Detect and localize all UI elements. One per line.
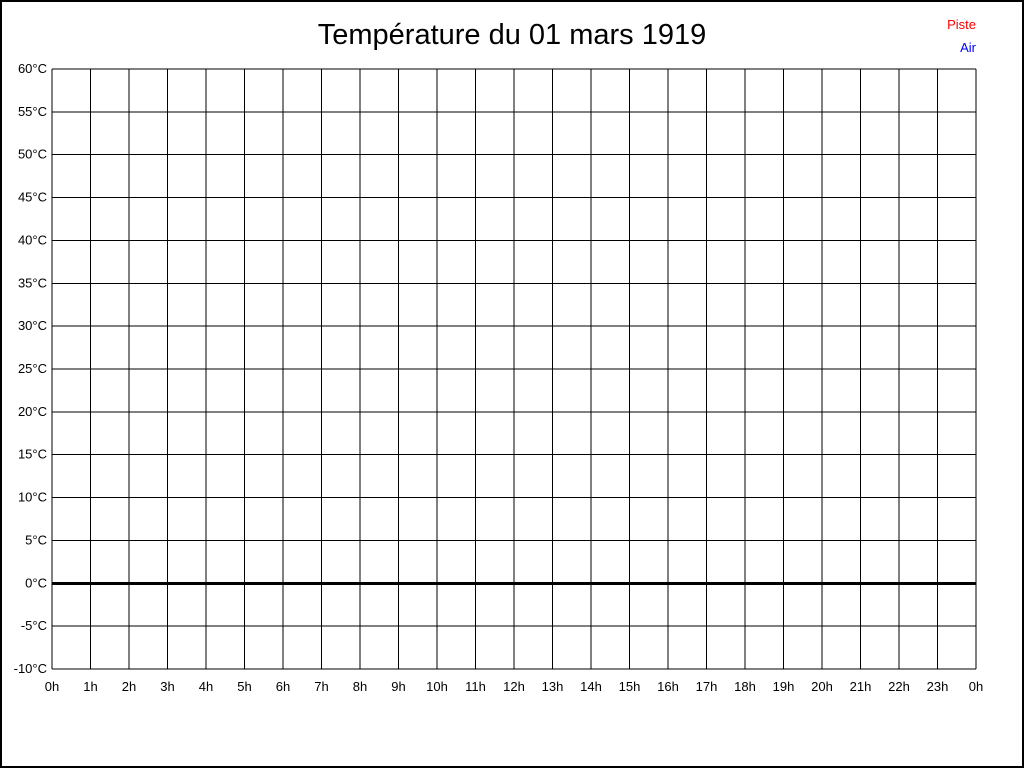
chart-title: Température du 01 mars 1919 xyxy=(317,19,707,51)
x-tick-label: 17h xyxy=(696,679,718,694)
x-tick-label: 12h xyxy=(503,679,525,694)
y-tick-label: 30°C xyxy=(18,318,47,333)
y-tick-label: 55°C xyxy=(18,104,47,119)
x-tick-label: 18h xyxy=(734,679,756,694)
x-tick-label: 1h xyxy=(83,679,97,694)
x-tick-label: 6h xyxy=(276,679,290,694)
legend-item-piste: Piste xyxy=(947,17,976,32)
y-tick-label: 40°C xyxy=(18,232,47,247)
y-tick-label: 50°C xyxy=(18,147,47,162)
x-tick-label: 7h xyxy=(314,679,328,694)
y-tick-label: 20°C xyxy=(18,404,47,419)
y-tick-label: 60°C xyxy=(18,61,47,76)
x-tick-label: 2h xyxy=(122,679,136,694)
x-tick-label: 9h xyxy=(391,679,405,694)
x-tick-label: 16h xyxy=(657,679,679,694)
x-tick-label: 20h xyxy=(811,679,833,694)
y-tick-label: 0°C xyxy=(25,575,47,590)
x-tick-label: 8h xyxy=(353,679,367,694)
x-tick-label: 0h xyxy=(969,679,983,694)
y-tick-label: 5°C xyxy=(25,532,47,547)
y-tick-label: 45°C xyxy=(18,190,47,205)
y-tick-label: 10°C xyxy=(18,490,47,505)
y-tick-label: -10°C xyxy=(14,661,47,676)
y-tick-label: 15°C xyxy=(18,447,47,462)
x-tick-label: 13h xyxy=(542,679,564,694)
x-tick-label: 11h xyxy=(465,679,486,694)
y-tick-label: 35°C xyxy=(18,275,47,290)
legend: Piste Air xyxy=(947,13,976,59)
x-tick-label: 3h xyxy=(160,679,174,694)
x-tick-label: 19h xyxy=(773,679,795,694)
legend-item-air: Air xyxy=(960,40,976,55)
x-tick-label: 5h xyxy=(237,679,251,694)
x-tick-label: 23h xyxy=(927,679,949,694)
x-tick-label: 4h xyxy=(199,679,213,694)
x-tick-label: 0h xyxy=(45,679,59,694)
x-tick-label: 22h xyxy=(888,679,910,694)
y-tick-label: -5°C xyxy=(21,618,47,633)
x-tick-label: 21h xyxy=(850,679,872,694)
x-tick-label: 14h xyxy=(580,679,602,694)
y-tick-label: 25°C xyxy=(18,361,47,376)
x-tick-label: 10h xyxy=(426,679,448,694)
x-tick-label: 15h xyxy=(619,679,641,694)
